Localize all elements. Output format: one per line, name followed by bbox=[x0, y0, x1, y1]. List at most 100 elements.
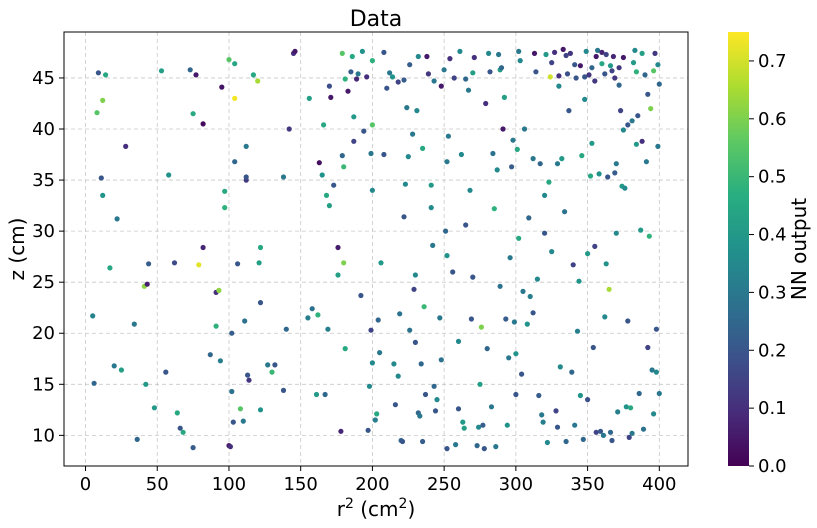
x-axis-ticks: 0 50 100 150 200 250 300 350 400 bbox=[80, 466, 676, 495]
data-point bbox=[193, 72, 199, 78]
data-point bbox=[368, 327, 374, 333]
data-point bbox=[422, 391, 429, 398]
data-point bbox=[602, 71, 608, 77]
data-point bbox=[94, 110, 100, 116]
data-point bbox=[607, 63, 614, 69]
x-tick-label: 400 bbox=[642, 474, 676, 495]
data-point bbox=[349, 53, 355, 60]
data-point bbox=[486, 50, 492, 57]
data-point bbox=[342, 346, 348, 352]
data-point bbox=[158, 68, 165, 74]
data-point bbox=[491, 206, 497, 212]
data-point bbox=[455, 406, 462, 412]
data-point bbox=[95, 70, 101, 76]
data-point bbox=[510, 137, 516, 143]
data-point bbox=[407, 327, 413, 333]
data-point bbox=[655, 143, 661, 149]
colorbar-tick-label: 0.3 bbox=[758, 282, 787, 303]
data-point bbox=[527, 293, 533, 300]
data-point bbox=[500, 126, 506, 132]
data-point bbox=[428, 205, 434, 211]
data-point bbox=[451, 75, 457, 81]
data-point bbox=[467, 187, 473, 193]
data-point bbox=[374, 411, 380, 417]
data-point bbox=[562, 209, 568, 215]
data-point bbox=[474, 443, 480, 449]
data-point bbox=[597, 428, 604, 434]
y-tick-label: 15 bbox=[32, 374, 55, 395]
y-axis-ticks: 10 15 20 25 30 35 40 45 bbox=[32, 68, 64, 446]
data-point bbox=[292, 48, 298, 55]
data-point bbox=[381, 151, 387, 158]
x-axis-title-unit: (cm bbox=[354, 497, 399, 521]
data-point bbox=[338, 428, 344, 434]
data-point bbox=[582, 74, 588, 80]
data-point bbox=[542, 192, 548, 198]
data-point bbox=[280, 387, 287, 393]
data-point bbox=[656, 390, 662, 397]
data-point bbox=[305, 315, 311, 321]
x-tick-label: 100 bbox=[212, 474, 246, 495]
data-point bbox=[339, 50, 345, 57]
data-point bbox=[359, 48, 365, 55]
data-point bbox=[335, 244, 341, 251]
data-point bbox=[609, 437, 615, 444]
data-point bbox=[384, 85, 390, 91]
data-point bbox=[620, 54, 627, 61]
data-point bbox=[483, 100, 489, 107]
data-point bbox=[219, 84, 225, 90]
data-point bbox=[639, 50, 645, 57]
data-point bbox=[609, 68, 615, 74]
data-point bbox=[196, 262, 202, 268]
data-point bbox=[428, 182, 434, 188]
data-point bbox=[531, 50, 538, 57]
data-point bbox=[453, 442, 459, 448]
data-point bbox=[348, 69, 354, 75]
data-point bbox=[517, 58, 523, 64]
data-point bbox=[573, 75, 579, 81]
data-point bbox=[580, 436, 586, 442]
data-point bbox=[635, 113, 641, 119]
data-point bbox=[420, 438, 426, 445]
data-point bbox=[313, 391, 320, 398]
data-point bbox=[229, 388, 235, 395]
data-point bbox=[461, 425, 467, 431]
data-point bbox=[341, 260, 347, 266]
data-point bbox=[653, 326, 660, 332]
data-point bbox=[554, 424, 561, 430]
data-point bbox=[91, 380, 97, 386]
data-point bbox=[450, 269, 456, 275]
data-point bbox=[438, 357, 444, 363]
data-point bbox=[600, 432, 607, 438]
data-point bbox=[576, 278, 582, 284]
data-point bbox=[207, 352, 213, 358]
data-point bbox=[100, 97, 106, 103]
data-point bbox=[187, 67, 193, 73]
data-point bbox=[143, 381, 149, 387]
data-point bbox=[438, 83, 444, 89]
x-axis-title-var: r bbox=[337, 497, 346, 521]
data-point bbox=[460, 419, 466, 425]
data-point bbox=[414, 108, 420, 114]
data-point bbox=[358, 292, 364, 299]
data-point bbox=[547, 74, 553, 80]
x-tick-label: 350 bbox=[570, 474, 604, 495]
data-point bbox=[444, 446, 450, 452]
plot-area-frame bbox=[63, 31, 689, 467]
data-point bbox=[537, 161, 543, 167]
colorbar-tick-label: 0.0 bbox=[758, 456, 787, 477]
data-point bbox=[387, 70, 393, 76]
data-point bbox=[444, 159, 450, 165]
data-point bbox=[564, 71, 571, 77]
data-point bbox=[372, 417, 378, 423]
data-point bbox=[616, 65, 622, 71]
data-point bbox=[468, 316, 474, 322]
data-point bbox=[418, 361, 424, 367]
data-point bbox=[335, 272, 341, 278]
data-point bbox=[603, 51, 609, 58]
data-point bbox=[484, 346, 490, 352]
x-tick-label: 50 bbox=[146, 474, 169, 495]
data-point bbox=[457, 48, 463, 55]
y-axis-title: z (cm) bbox=[5, 218, 29, 281]
data-point bbox=[415, 53, 421, 60]
